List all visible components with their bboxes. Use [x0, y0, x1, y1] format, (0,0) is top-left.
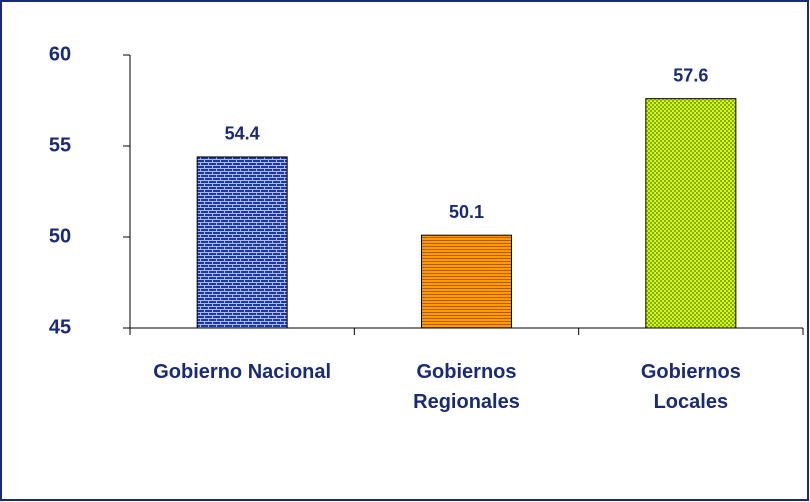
value-label: 54.4: [225, 124, 260, 144]
y-tick-label: 45: [49, 316, 71, 338]
x-tick-label: Gobierno Nacional: [153, 361, 332, 383]
x-tick-label: Gobiernos Locales: [640, 361, 741, 413]
y-tick-label: 50: [49, 225, 71, 247]
y-tick-label: 60: [49, 43, 71, 65]
value-label: 57.6: [673, 65, 708, 85]
x-tick-label: Gobiernos Regionales: [413, 361, 520, 413]
bar: [645, 98, 737, 329]
value-label: 50.1: [449, 202, 484, 222]
y-tick-label: 55: [49, 134, 71, 156]
bar: [196, 156, 288, 329]
bar: [421, 234, 512, 329]
